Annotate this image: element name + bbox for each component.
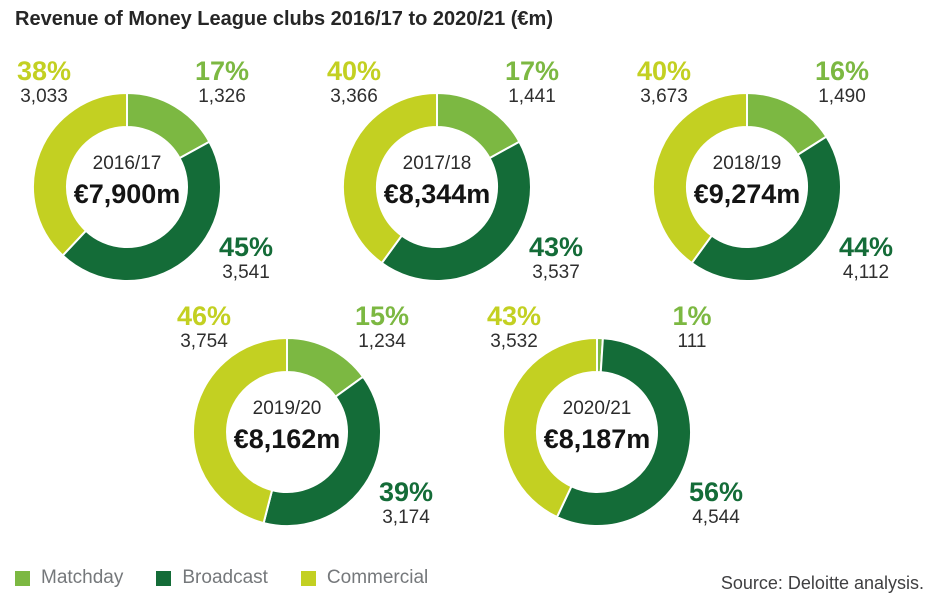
center-total-label: €8,187m — [543, 423, 651, 454]
donut-center-label: 2018/19 €9,274m — [647, 153, 847, 210]
commercial-percent-label: 40% — [636, 56, 692, 86]
broadcast-value-label: 4,544 — [692, 507, 740, 529]
commercial-percent-label: 40% — [326, 56, 382, 86]
donut-chart-2016-17: 38% 3,033 17% 1,326 45% 3,541 2016/17 €7… — [0, 55, 310, 300]
broadcast-percent-label: 45% — [218, 232, 274, 262]
legend-item-matchday: Matchday — [15, 567, 123, 589]
commercial-label-block: 46% 3,754 — [154, 302, 254, 353]
matchday-label-block: 17% 1,441 — [482, 57, 582, 108]
donut-svg — [502, 336, 692, 528]
commercial-label-block: 40% 3,366 — [304, 57, 404, 108]
legend-commercial-label: Commercial — [326, 567, 429, 588]
commercial-percent-label: 43% — [486, 301, 542, 331]
donut-segment-broadcast — [555, 337, 692, 528]
commercial-label-block: 40% 3,673 — [614, 57, 714, 108]
donut-center-label: 2019/20 €8,162m — [187, 398, 387, 455]
broadcast-value-label: 4,112 — [842, 262, 890, 284]
matchday-swatch-icon — [15, 570, 30, 586]
broadcast-value-label: 3,537 — [532, 262, 580, 284]
legend-item-commercial: Commercial — [300, 567, 429, 589]
matchday-value-label: 1,326 — [198, 86, 246, 108]
legend-broadcast-label: Broadcast — [182, 567, 268, 588]
matchday-value-label: 111 — [677, 331, 707, 353]
donut-chart-2019-20: 46% 3,754 15% 1,234 39% 3,174 2019/20 €8… — [160, 300, 470, 545]
donut-center-label: 2016/17 €7,900m — [27, 153, 227, 210]
broadcast-label-block: 45% 3,541 — [196, 233, 296, 284]
legend: Matchday Broadcast Commercial — [15, 567, 428, 589]
page-title: Revenue of Money League clubs 2016/17 to… — [15, 8, 553, 30]
broadcast-percent-label: 44% — [838, 232, 894, 262]
commercial-label-block: 38% 3,033 — [0, 57, 94, 108]
commercial-value-label: 3,673 — [640, 86, 688, 108]
matchday-label-block: 17% 1,326 — [172, 57, 272, 108]
broadcast-label-block: 44% 4,112 — [816, 233, 916, 284]
broadcast-percent-label: 56% — [688, 477, 744, 507]
matchday-value-label: 1,234 — [358, 331, 406, 353]
broadcast-percent-label: 39% — [378, 477, 434, 507]
center-season-label: 2017/18 — [402, 153, 472, 174]
commercial-percent-label: 38% — [16, 56, 72, 86]
donut-svg — [342, 91, 532, 282]
broadcast-label-block: 56% 4,544 — [666, 478, 766, 529]
donut-segment-broadcast — [380, 140, 532, 282]
donut-segment-broadcast — [262, 375, 382, 528]
center-season-label: 2018/19 — [712, 153, 782, 174]
matchday-label-block: 16% 1,490 — [792, 57, 892, 108]
donut-segment-commercial — [342, 91, 438, 265]
donut-chart-2020-21: 43% 3,532 1% 111 56% 4,544 2020/21 €8,18… — [470, 300, 780, 545]
matchday-percent-label: 17% — [504, 56, 560, 86]
matchday-percent-label: 1% — [672, 301, 712, 331]
commercial-value-label: 3,033 — [20, 86, 68, 108]
matchday-percent-label: 17% — [194, 56, 250, 86]
donut-chart-2017-18: 40% 3,366 17% 1,441 43% 3,537 2017/18 €8… — [310, 55, 620, 300]
donut-svg — [652, 91, 842, 282]
legend-item-broadcast: Broadcast — [156, 567, 268, 589]
donut-segment-broadcast — [61, 140, 222, 282]
matchday-label-block: 1% 111 — [642, 302, 742, 353]
donut-center-label: 2020/21 €8,187m — [497, 398, 697, 455]
donut-segment-commercial — [652, 91, 748, 265]
commercial-percent-label: 46% — [176, 301, 232, 331]
commercial-value-label: 3,754 — [180, 331, 228, 353]
matchday-percent-label: 16% — [814, 56, 870, 86]
broadcast-label-block: 39% 3,174 — [356, 478, 456, 529]
center-total-label: €7,900m — [73, 178, 181, 209]
commercial-label-block: 43% 3,532 — [464, 302, 564, 353]
center-season-label: 2016/17 — [92, 153, 162, 174]
source-note: Source: Deloitte analysis. — [720, 573, 924, 593]
donut-chart-2018-19: 40% 3,673 16% 1,490 44% 4,112 2018/19 €9… — [620, 55, 929, 300]
center-season-label: 2020/21 — [562, 398, 632, 419]
broadcast-value-label: 3,541 — [222, 262, 270, 284]
donut-svg — [32, 91, 222, 282]
broadcast-swatch-icon — [156, 570, 172, 586]
broadcast-percent-label: 43% — [528, 232, 584, 262]
center-season-label: 2019/20 — [252, 398, 322, 419]
donut-center-label: 2017/18 €8,344m — [337, 153, 537, 210]
matchday-value-label: 1,441 — [508, 86, 556, 108]
center-total-label: €9,274m — [693, 178, 801, 209]
broadcast-value-label: 3,174 — [382, 507, 430, 529]
broadcast-label-block: 43% 3,537 — [506, 233, 606, 284]
matchday-label-block: 15% 1,234 — [332, 302, 432, 353]
donut-segment-commercial — [192, 336, 288, 525]
matchday-value-label: 1,490 — [818, 86, 866, 108]
commercial-value-label: 3,532 — [490, 331, 538, 353]
matchday-percent-label: 15% — [354, 301, 410, 331]
center-total-label: €8,162m — [233, 423, 341, 454]
legend-matchday-label: Matchday — [41, 567, 124, 588]
donut-segment-commercial — [502, 336, 598, 519]
commercial-swatch-icon — [300, 570, 316, 586]
donut-segment-commercial — [32, 91, 128, 257]
commercial-value-label: 3,366 — [330, 86, 378, 108]
center-total-label: €8,344m — [383, 178, 491, 209]
donut-segment-broadcast — [690, 135, 842, 282]
donut-svg — [192, 336, 382, 528]
